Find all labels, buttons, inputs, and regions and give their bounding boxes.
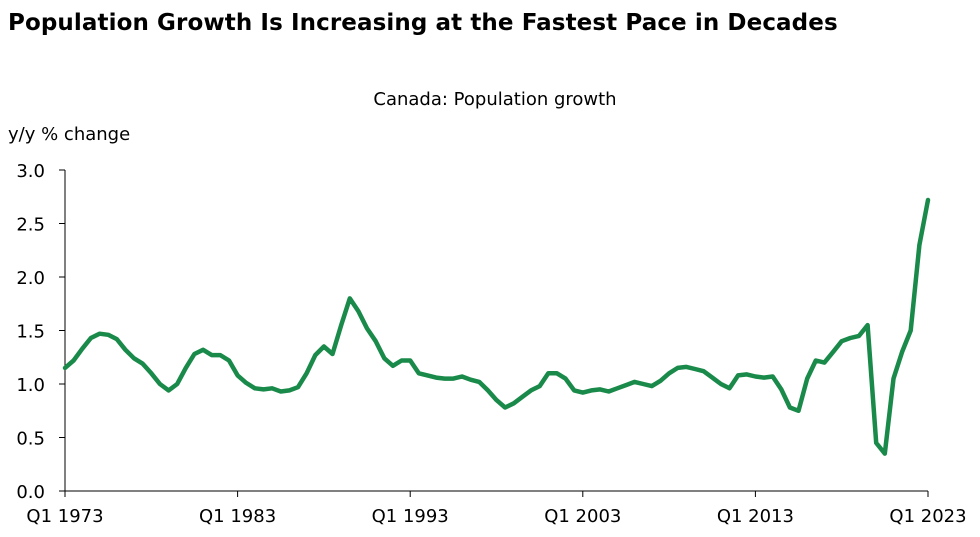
y-tick-label: 0.0	[16, 482, 45, 503]
x-tick-label: Q1 2013	[717, 506, 794, 527]
x-tick-label: Q1 1993	[372, 506, 449, 527]
y-tick-label: 3.0	[16, 161, 45, 182]
x-tick-label: Q1 2023	[889, 506, 966, 527]
y-axis-label: y/y % change	[8, 124, 131, 145]
chart-title: Canada: Population growth	[373, 89, 617, 110]
x-tick-label: Q1 2003	[544, 506, 621, 527]
x-tick-label: Q1 1983	[199, 506, 276, 527]
page-title: Population Growth Is Increasing at the F…	[8, 10, 838, 36]
y-tick-label: 1.5	[16, 322, 45, 343]
x-tick-label: Q1 1973	[26, 506, 103, 527]
y-tick-label: 0.5	[16, 429, 45, 450]
y-tick-label: 2.5	[16, 215, 45, 236]
y-tick-label: 2.0	[16, 268, 45, 289]
y-tick-label: 1.0	[16, 375, 45, 396]
series-line	[62, 197, 931, 456]
